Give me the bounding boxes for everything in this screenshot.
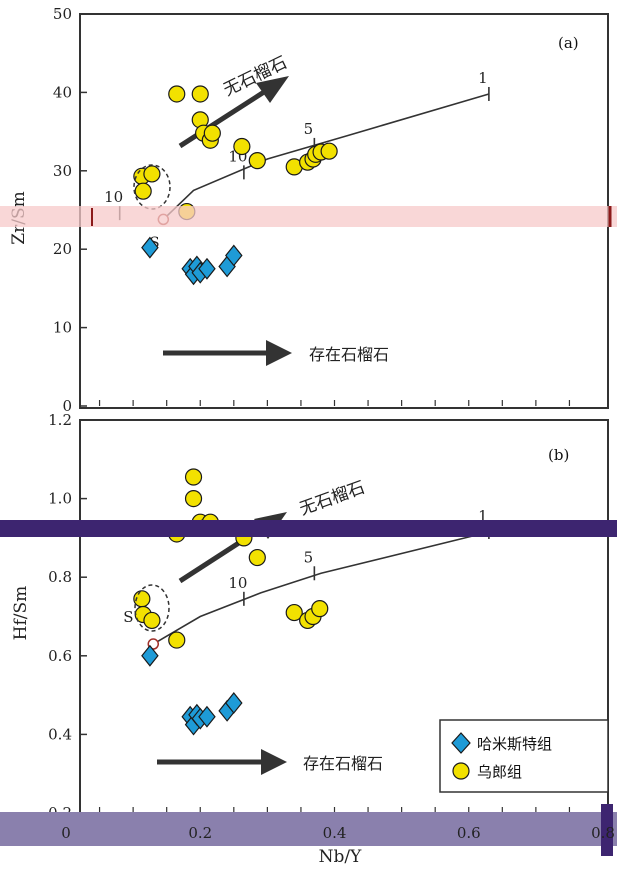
panel-a-circle-point (233, 137, 251, 156)
panel-a-circle-point (248, 152, 266, 170)
panel-b-y-tick-label: 0.8 (48, 568, 72, 586)
panel-a-circle-point (203, 124, 221, 142)
legend-diamond-icon (451, 732, 471, 754)
band-a-pink (0, 206, 617, 227)
panel-a-diamond-point (198, 257, 216, 280)
legend-item-wulang: 乌郎组 (477, 763, 522, 781)
panel-b-curve-tick-label: 5 (304, 548, 314, 566)
panel-b-circle-point (285, 603, 303, 622)
panel-b-curve-tick-label: 1 (478, 507, 488, 525)
panel-b-y-tick-label: 1.0 (48, 490, 72, 508)
panel-a-diamond-point (141, 236, 159, 259)
band-b-bottom (0, 812, 617, 846)
panel-a-y-tick-label: 50 (53, 5, 72, 23)
panel-b-diamond-point (141, 644, 159, 667)
panel-b-dashed-cluster (134, 584, 170, 632)
panel-b-garnet-label: 存在石榴石 (303, 754, 383, 773)
panel-a-circle-point (168, 85, 186, 103)
band-b-dark (0, 520, 617, 537)
panel-a-garnet-label: 存在石榴石 (309, 345, 389, 364)
panel-a-circle-point (134, 182, 152, 200)
panel-b-label: (b) (548, 446, 569, 464)
panel-b-circle-point (184, 468, 203, 486)
panel-a-no-garnet-arrow (178, 89, 266, 149)
panel-b: (b) Hf/Sm Nb/Y 0.20.40.60.81.01.2 S1510 … (11, 411, 609, 867)
panel-b-curve-line (152, 531, 490, 645)
x-tick-label: 0.2 (188, 824, 212, 842)
panel-a-y-tick-label: 0 (62, 397, 72, 415)
x-tick-label: 0.8 (591, 824, 615, 842)
panel-a-y-tick-label: 40 (53, 83, 72, 101)
panel-b-points (133, 468, 329, 736)
legend-item-hamisi: 哈米斯特组 (477, 735, 552, 753)
panel-a-curve-tick-label: 5 (304, 120, 314, 138)
panel-b-diamond-point (225, 691, 243, 714)
panel-a-y-tick-label: 20 (53, 240, 72, 258)
panel-b-source-label: S (123, 608, 133, 626)
panel-b-xlabel: Nb/Y (319, 847, 362, 867)
panel-a-circle-point (143, 165, 161, 183)
panel-a-y-tick-label: 30 (53, 162, 72, 180)
panel-b-ticks: 0.20.40.60.81.01.2 (48, 411, 571, 822)
panel-b-ylabel: Hf/Sm (11, 586, 31, 641)
panel-a-no-garnet-label: 无石榴石 (220, 53, 290, 101)
panel-b-circle-point (168, 631, 186, 649)
panel-b-circle-point (184, 490, 203, 508)
panel-b-garnet-arrowhead (261, 749, 287, 775)
band-b-right-edge (601, 804, 613, 856)
panel-a-y-tick-label: 10 (53, 319, 72, 337)
panel-b-y-tick-label: 1.2 (48, 411, 72, 429)
panel-b-y-tick-label: 0.4 (48, 725, 72, 743)
panel-a-circle-point (320, 142, 338, 160)
panel-a-diamond-point (225, 244, 243, 267)
panel-a-points (133, 85, 338, 286)
legend-circle-icon (452, 762, 470, 780)
legend-box (439, 719, 609, 793)
panel-a-garnet-arrowhead (266, 340, 292, 366)
panel-b-circle-point (311, 600, 329, 618)
panel-a-no-garnet-arrowhead (256, 76, 289, 103)
panel-b-circle-point (143, 611, 161, 630)
panel-a-curve-tick-label: 1 (478, 69, 488, 87)
panel-b-no-garnet-label: 无石榴石 (297, 478, 368, 520)
panel-b-curve-tick-label: 10 (228, 574, 247, 592)
legend: 哈米斯特组 乌郎组 (439, 719, 609, 793)
panel-b-circle-point (248, 548, 266, 567)
x-tick-label: 0.6 (457, 824, 481, 842)
x-tick-labels: 0 0.2 0.4 0.6 0.8 (61, 824, 615, 842)
panel-a-circle-point (191, 85, 209, 103)
panel-b-y-tick-label: 0.6 (48, 647, 72, 665)
panel-b-diamond-point (198, 705, 216, 728)
panel-a-label: (a) (558, 34, 579, 52)
panel-a-curve-tick-label: 10 (104, 188, 123, 206)
panel-a-curve-line (162, 93, 490, 220)
x-tick-label: 0 (61, 824, 71, 842)
panel-a-y-ticks: 0 10 20 30 40 50 (53, 5, 571, 415)
x-tick-label: 0.4 (323, 824, 347, 842)
